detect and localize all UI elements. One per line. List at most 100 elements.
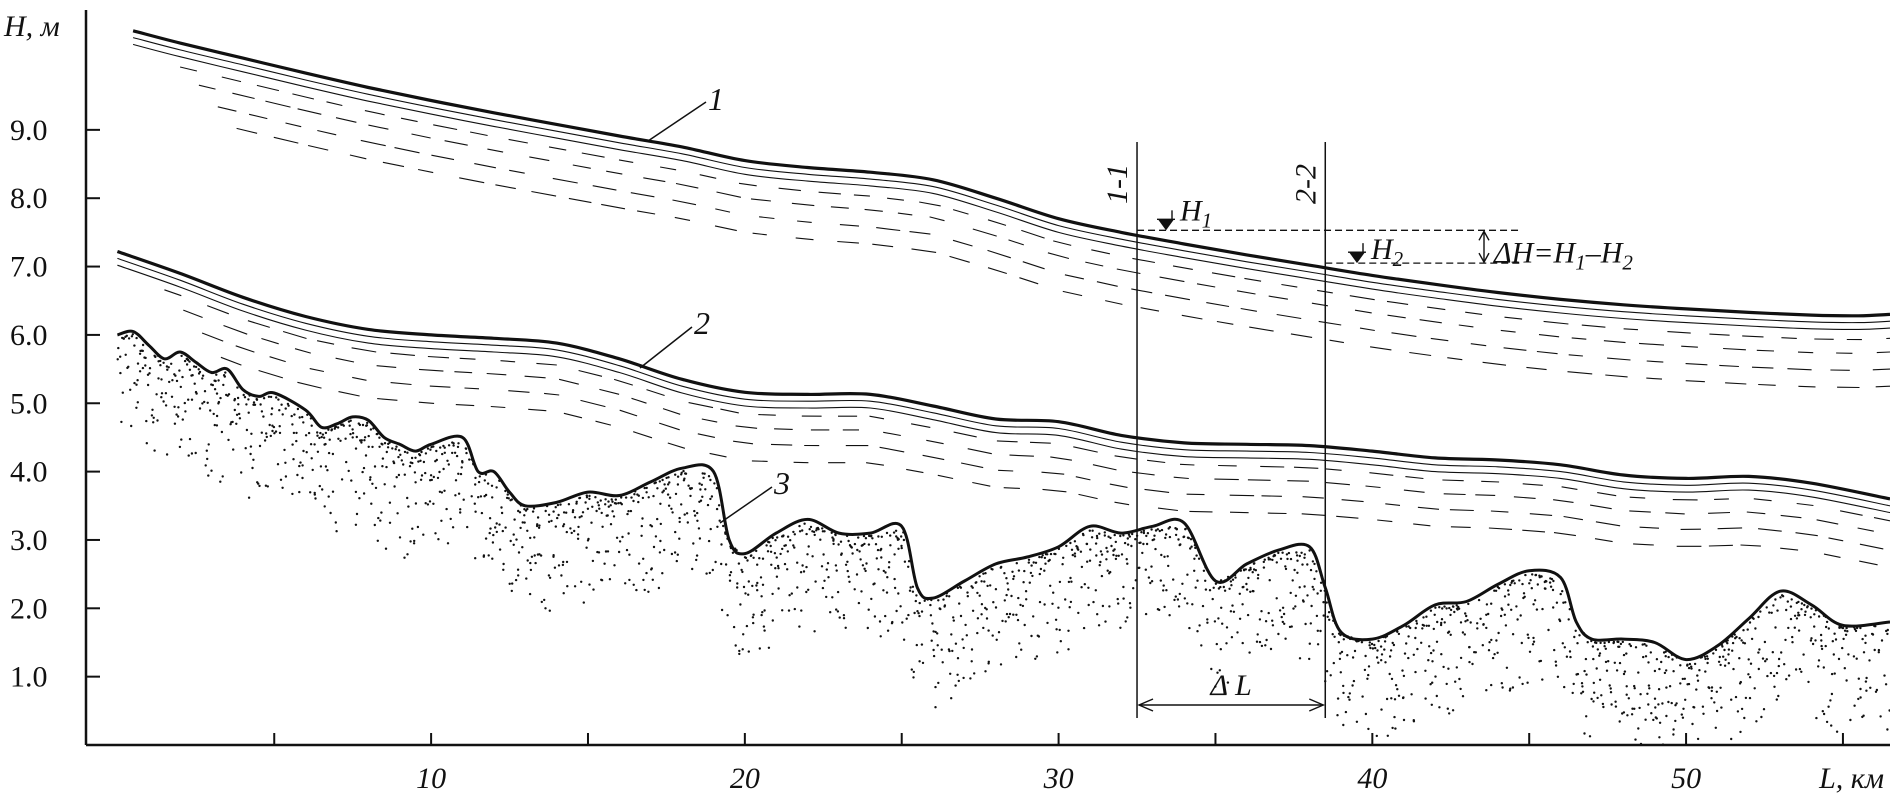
bed-stipple-dot xyxy=(1440,618,1444,621)
bed-stipple-dot xyxy=(175,413,178,416)
y-tick-label: 5.0 xyxy=(10,387,48,420)
bed-stipple-dot xyxy=(1275,597,1278,600)
bed-stipple-dot xyxy=(1813,625,1816,628)
bed-stipple-dot xyxy=(474,557,477,560)
bed-stipple-dot xyxy=(1122,585,1125,589)
bed-stipple-dot xyxy=(1025,598,1028,601)
bed-stipple-dot xyxy=(141,366,145,370)
bed-stipple-dot xyxy=(490,484,494,487)
bed-stipple-dot xyxy=(419,459,422,462)
bed-stipple-dot xyxy=(1859,687,1862,691)
water-hatch-dash xyxy=(464,387,480,390)
bed-stipple-dot xyxy=(1032,615,1035,618)
bed-stipple-dot xyxy=(1526,681,1529,684)
bed-stipple-dot xyxy=(565,530,568,534)
bed-stipple-dot xyxy=(1367,665,1371,668)
bed-stipple-dot xyxy=(1653,697,1657,700)
bed-stipple-dot xyxy=(1402,674,1406,678)
bed-stipple-dot xyxy=(1873,648,1876,652)
bed-stipple-dot xyxy=(809,525,813,529)
bed-stipple-dot xyxy=(1130,544,1133,548)
water-hatch-dash xyxy=(1244,277,1262,282)
bed-stipple-dot xyxy=(902,538,906,542)
bed-stipple-dot xyxy=(478,475,481,478)
bed-stipple-dot xyxy=(1466,619,1469,622)
bed-stipple-dot xyxy=(538,524,541,527)
bed-stipple-dot xyxy=(1058,580,1062,584)
bed-stipple-dot xyxy=(949,672,952,675)
water-hatch-dash xyxy=(1050,456,1072,461)
bed-stipple-dot xyxy=(1080,586,1083,589)
bed-stipple-dot xyxy=(1645,644,1648,647)
bed-stipple-dot xyxy=(1854,629,1858,633)
bed-stipple-dot xyxy=(1342,638,1346,641)
bed-stipple-dot xyxy=(656,487,659,490)
bed-stipple-dot xyxy=(488,517,492,520)
bed-stipple-dot xyxy=(1615,669,1619,672)
bed-stipple-dot xyxy=(876,548,880,552)
bed-stipple-dot xyxy=(1754,627,1757,630)
bed-stipple-dot xyxy=(1507,589,1510,592)
bed-stipple-dot xyxy=(992,601,995,604)
bed-stipple-dot xyxy=(612,515,616,518)
bed-stipple-dot xyxy=(141,343,145,347)
bed-stipple-dot xyxy=(1541,678,1544,681)
bed-stipple-dot xyxy=(652,545,656,549)
bed-stipple-dot xyxy=(1485,626,1488,630)
bed-stipple-dot xyxy=(207,474,210,477)
bed-stipple-dot xyxy=(1153,534,1156,537)
bed-stipple-dot xyxy=(170,395,174,398)
bed-stipple-dot xyxy=(1857,677,1861,680)
bed-stipple-dot xyxy=(1467,602,1470,606)
bed-stipple-dot xyxy=(1607,660,1610,663)
bed-stipple-dot xyxy=(941,661,944,664)
bed-stipple-dot xyxy=(1534,573,1537,577)
bed-stipple-dot xyxy=(1285,553,1289,556)
bed-stipple-dot xyxy=(385,450,388,454)
bed-stipple-dot xyxy=(1650,712,1653,715)
bed-stipple-dot xyxy=(756,589,759,592)
bed-stipple-dot xyxy=(895,535,898,538)
bed-stipple-dot xyxy=(384,547,388,550)
bed-stipple-dot xyxy=(756,563,759,566)
bed-stipple-dot xyxy=(432,502,435,505)
water-hatch-dash xyxy=(1365,485,1381,489)
bed-stipple-dot xyxy=(1531,573,1534,576)
water-hatch-dash xyxy=(659,422,680,431)
bed-stipple-dot xyxy=(1675,702,1678,705)
bed-stipple-dot xyxy=(528,592,532,596)
bed-stipple-dot xyxy=(978,575,981,578)
bed-stipple-dot xyxy=(971,586,974,589)
bed-stipple-dot xyxy=(1442,665,1445,669)
water-hatch-dash xyxy=(1553,499,1574,503)
bed-stipple-dot xyxy=(790,592,793,595)
bed-stipple-dot xyxy=(556,516,559,520)
bed-stipple-dot xyxy=(592,588,595,591)
bed-stipple-dot xyxy=(628,578,631,582)
water-hatch-dash xyxy=(631,397,647,404)
bed-stipple-dot xyxy=(771,619,774,622)
bed-stipple-dot xyxy=(426,503,430,506)
bed-stipple-dot xyxy=(127,337,131,340)
bed-stipple-dot xyxy=(411,461,414,465)
bed-stipple-dot xyxy=(1024,590,1028,593)
water-hatch-dash xyxy=(349,154,367,160)
bed-stipple-dot xyxy=(1618,720,1621,723)
water-hatch-dash xyxy=(972,481,991,487)
bed-stipple-dot xyxy=(954,684,957,687)
bed-stipple-dot xyxy=(1225,642,1228,645)
bed-stipple-dot xyxy=(1425,615,1428,618)
bed-stipple-dot xyxy=(383,483,386,486)
water-hatch-dash xyxy=(1536,350,1558,355)
bed-stipple-dot xyxy=(227,393,231,396)
bed-stipple-dot xyxy=(1095,554,1098,557)
bed-stipple-dot xyxy=(1532,636,1535,640)
bed-stipple-dot xyxy=(1319,581,1323,584)
bed-stipple-dot xyxy=(1434,675,1437,678)
bed-stipple-dot xyxy=(255,398,259,401)
water-hatch-dash xyxy=(433,124,458,131)
bed-stipple-dot xyxy=(1325,670,1329,673)
bed-stipple-dot xyxy=(611,500,614,503)
bed-stipple-dot xyxy=(1773,685,1776,688)
water-hatch-dash xyxy=(1114,455,1137,460)
